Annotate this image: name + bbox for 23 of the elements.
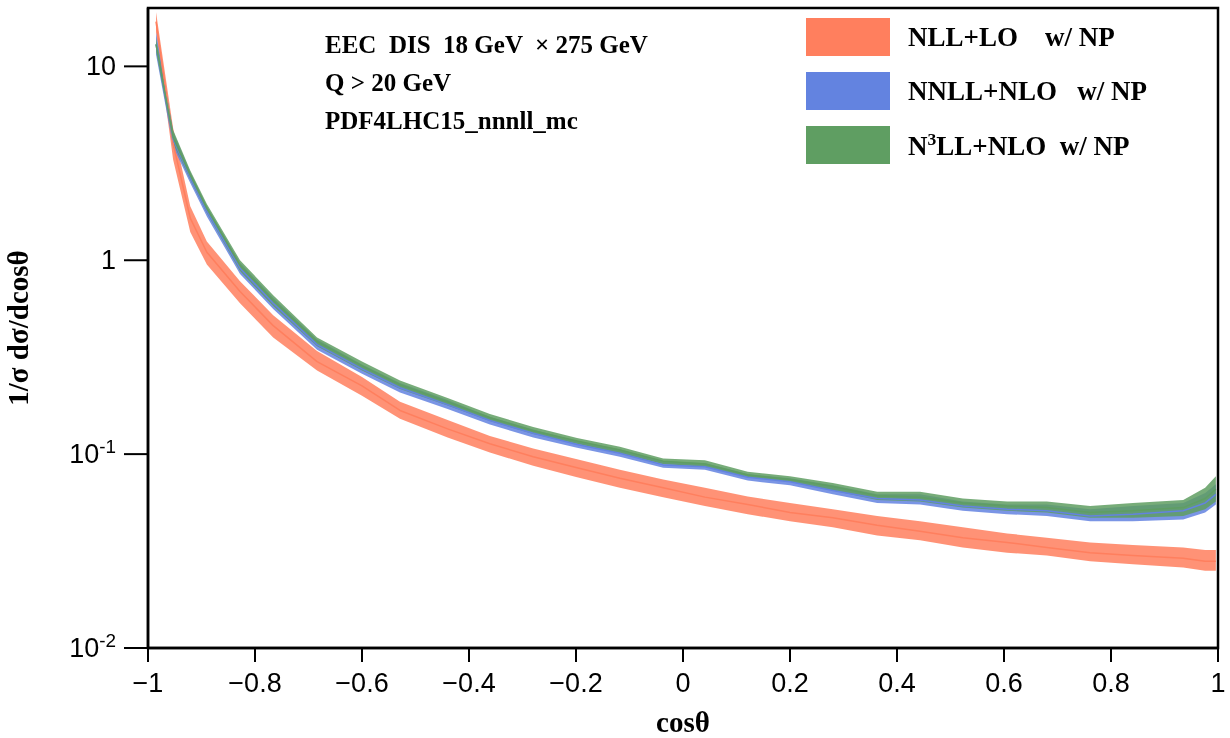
x-tick-label: 0.2 bbox=[771, 668, 809, 698]
legend-label: NLL+LO w/ NP bbox=[908, 21, 1115, 52]
legend-label: NNLL+NLO w/ NP bbox=[908, 75, 1147, 106]
y-tick-label: 10$^{-2}$ bbox=[69, 629, 116, 663]
annotation: PDF4LHC15_nnnll_mc bbox=[325, 107, 578, 134]
y-axis-title: 1/σ dσ/dcosθ bbox=[2, 250, 35, 406]
x-tick-label: 0.4 bbox=[878, 668, 916, 698]
x-tick-label: 0.6 bbox=[985, 668, 1023, 698]
x-tick-label: −0.2 bbox=[549, 668, 603, 698]
annotation: EEC DIS 18 GeV × 275 GeV bbox=[325, 31, 648, 58]
x-tick-label: −0.8 bbox=[228, 668, 282, 698]
x-tick-label: −0.4 bbox=[442, 668, 496, 698]
x-tick-label: −0.6 bbox=[335, 668, 389, 698]
x-tick-label: 0 bbox=[675, 668, 691, 698]
x-tick-label: −1 bbox=[132, 668, 164, 698]
y-tick-label: 10$^{-1}$ bbox=[69, 435, 116, 470]
x-tick-label: 0.8 bbox=[1092, 668, 1130, 698]
x-tick-label: 1 bbox=[1210, 668, 1226, 698]
x-axis-title: cosθ bbox=[656, 706, 710, 738]
y-tick-label: 1 bbox=[100, 245, 116, 276]
y-tick-label: 10 bbox=[85, 51, 116, 82]
annotation: Q > 20 GeV bbox=[325, 69, 452, 96]
legend-label: N$^{3}$LL+NLO w/ NP bbox=[908, 128, 1130, 161]
